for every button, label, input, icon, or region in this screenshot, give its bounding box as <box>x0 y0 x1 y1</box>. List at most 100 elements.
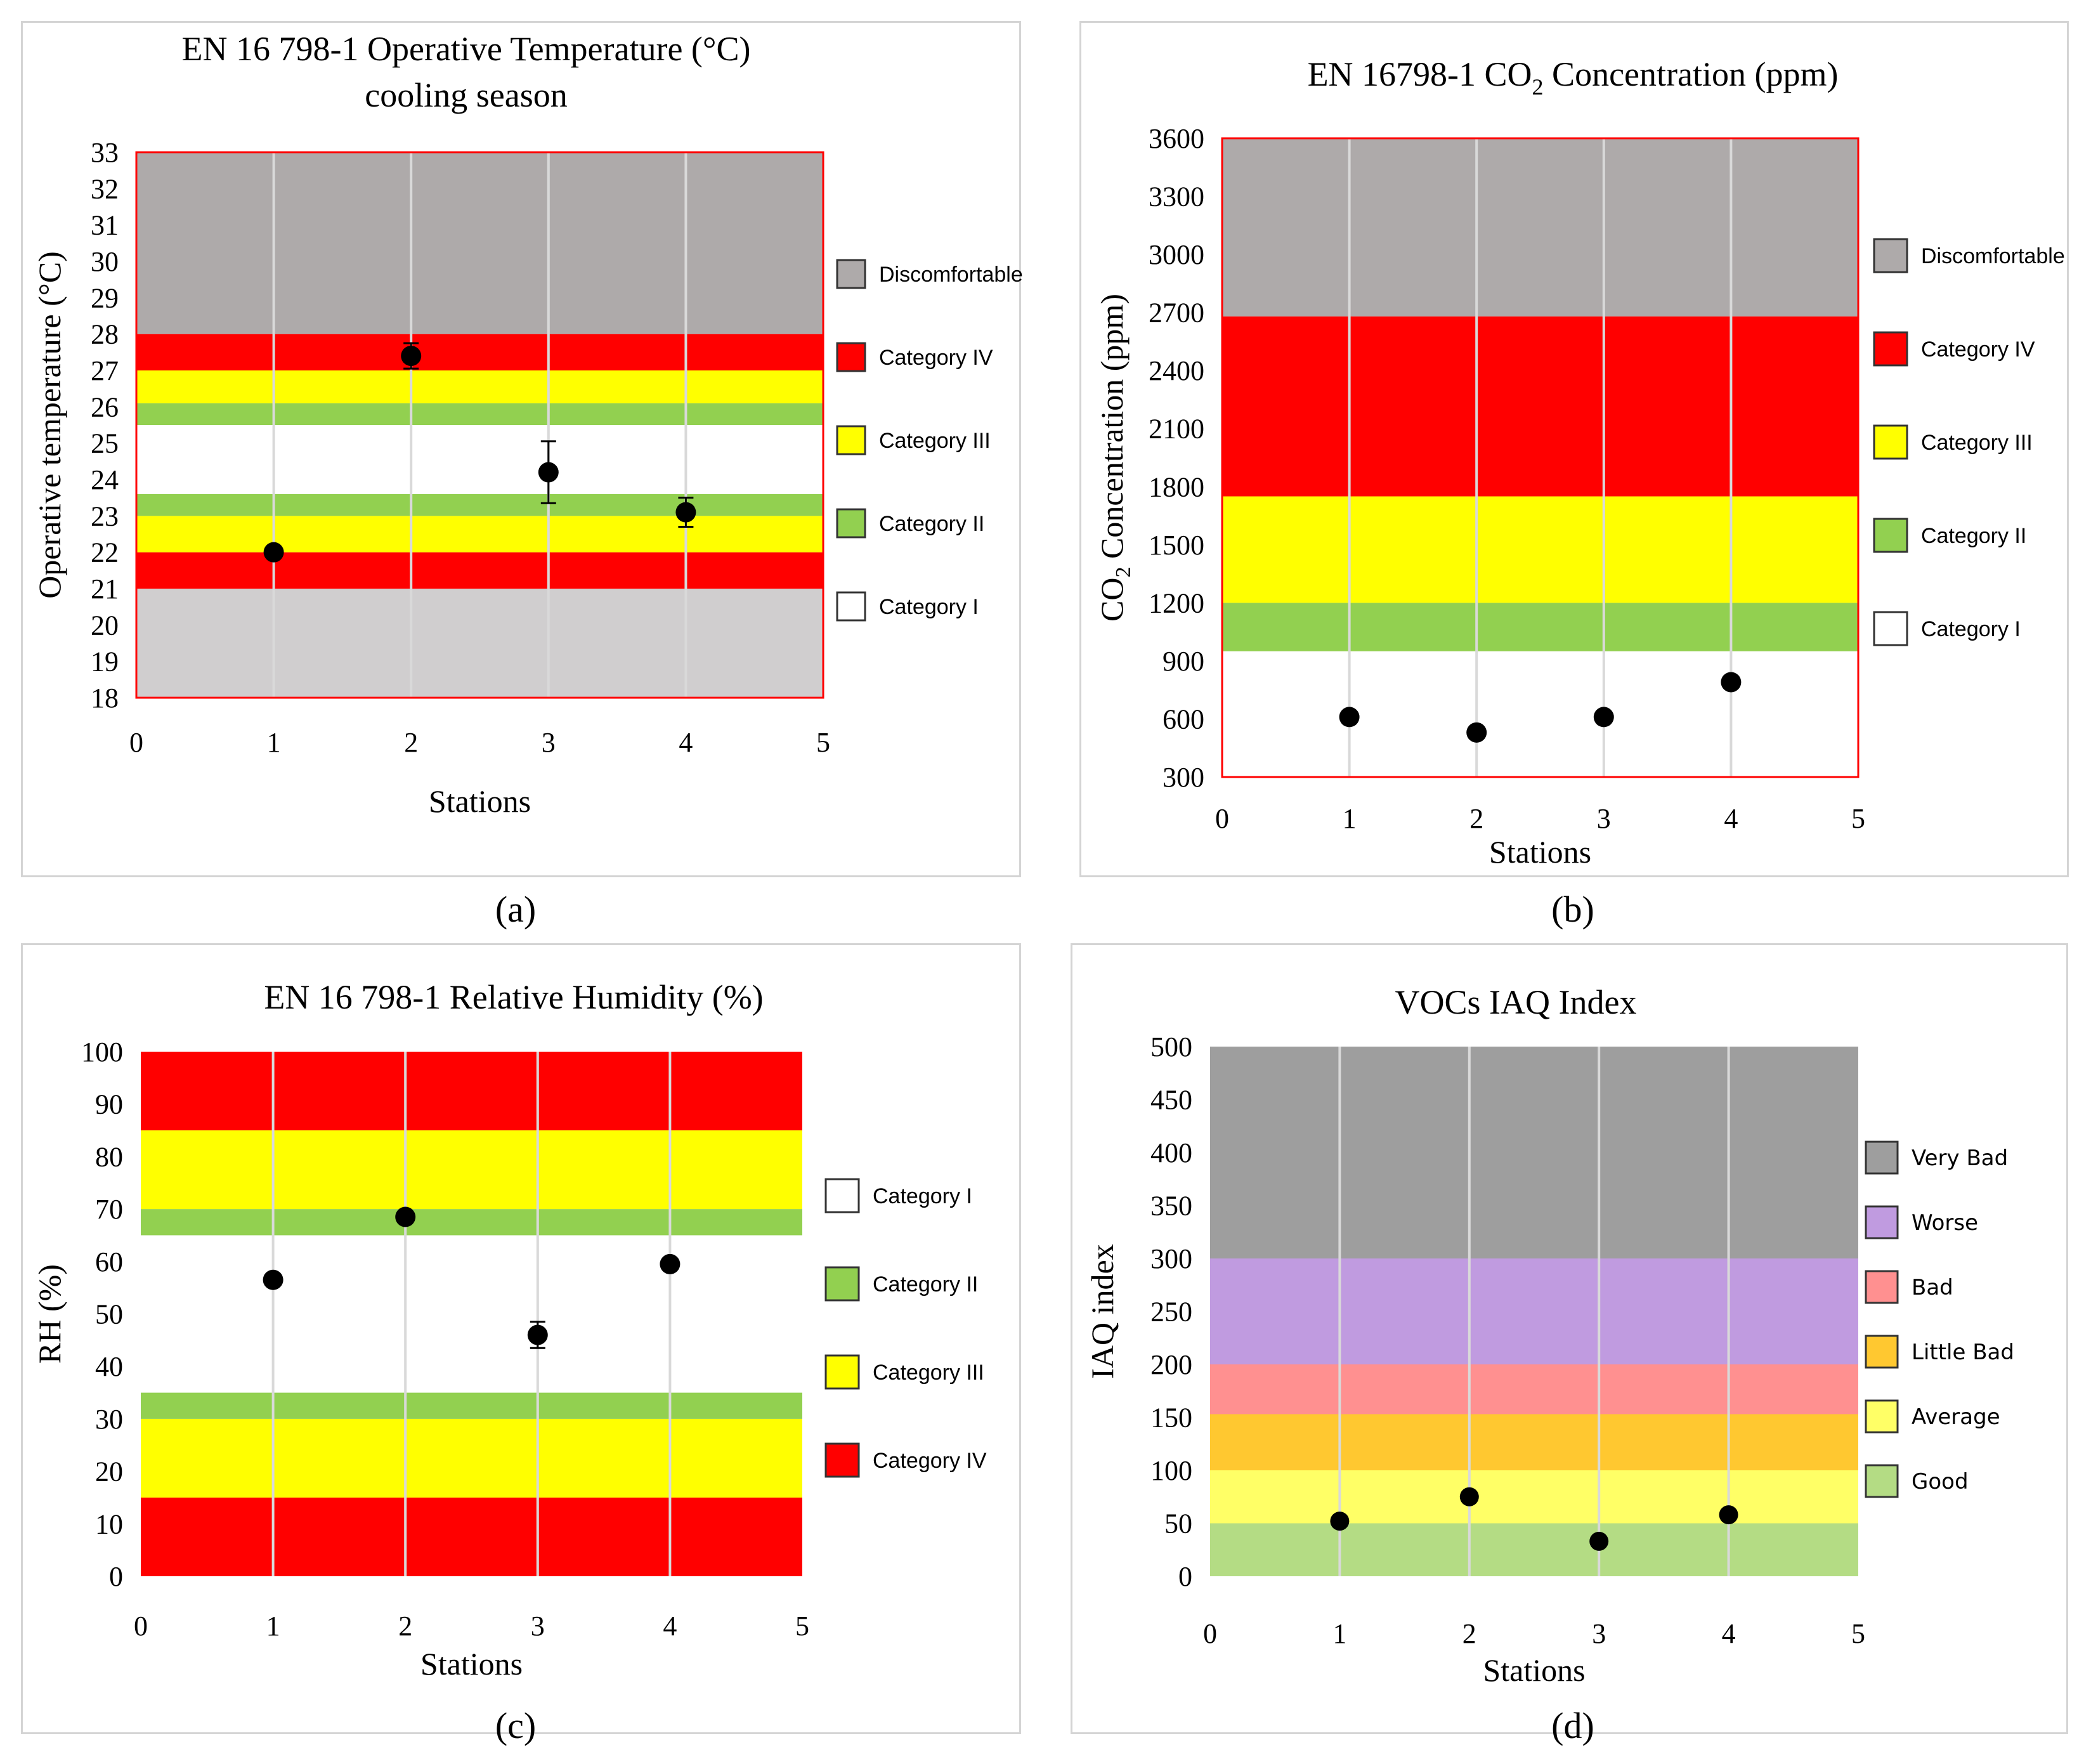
y-tick-label: 20 <box>95 1456 123 1487</box>
legend-label: Good <box>1912 1469 1969 1494</box>
y-tick-label: 32 <box>91 173 119 204</box>
y-tick-label: 100 <box>1150 1455 1192 1486</box>
chart-subtitle: cooling season <box>365 76 567 114</box>
x-tick-label: 2 <box>404 727 418 758</box>
x-tick-label: 3 <box>531 1610 545 1642</box>
y-tick-label: 1200 <box>1149 587 1204 618</box>
y-tick-label: 80 <box>95 1141 123 1172</box>
y-tick-label: 200 <box>1150 1349 1192 1380</box>
band-8 <box>136 152 823 334</box>
y-tick-label: 10 <box>95 1508 123 1539</box>
band-0 <box>141 1497 802 1576</box>
data-point-station-3 <box>1589 1531 1609 1551</box>
y-tick-label: 21 <box>91 573 119 604</box>
band-3 <box>141 1235 802 1393</box>
x-tick-label: 4 <box>663 1610 677 1642</box>
data-point-station-3 <box>538 462 559 483</box>
x-tick-label: 4 <box>1724 803 1738 834</box>
y-tick-label: 18 <box>91 683 119 714</box>
legend-swatch <box>1865 1399 1899 1434</box>
legend-swatch <box>824 1178 860 1213</box>
legend-label: Category II <box>879 512 984 536</box>
band-0 <box>1210 1523 1858 1576</box>
y-tick-label: 50 <box>1164 1508 1192 1539</box>
band-1 <box>141 1418 802 1498</box>
chart-d: VOCs IAQ Index05010015020025030035040045… <box>1085 983 2014 1688</box>
x-axis-label: Stations <box>1483 1652 1585 1688</box>
y-tick-label: 19 <box>91 646 119 677</box>
y-tick-label: 20 <box>91 610 119 641</box>
y-tick-label: 250 <box>1150 1297 1192 1328</box>
data-point-station-2 <box>401 346 422 367</box>
legend-swatch <box>824 1266 860 1302</box>
data-point-station-4 <box>660 1253 681 1274</box>
data-point-station-4 <box>1719 1505 1738 1525</box>
band-1 <box>136 552 823 589</box>
x-tick-label: 2 <box>1469 803 1483 834</box>
x-tick-label: 2 <box>398 1610 412 1642</box>
chart-title: EN 16 798-1 Relative Humidity (%) <box>264 978 763 1016</box>
x-tick-label: 1 <box>1343 803 1357 834</box>
y-tick-label: 60 <box>95 1246 123 1277</box>
y-tick-label: 24 <box>91 464 119 495</box>
caption-c: (c) <box>495 1705 537 1746</box>
y-tick-label: 2700 <box>1149 297 1204 329</box>
legend-swatch <box>1865 1140 1899 1175</box>
band-5 <box>136 403 823 425</box>
legend-swatch <box>836 591 866 622</box>
y-tick-label: 40 <box>95 1351 123 1382</box>
legend-swatch <box>1865 1464 1899 1498</box>
legend-label: Discomfortable <box>1921 244 2065 268</box>
legend-label: Bad <box>1912 1275 1953 1300</box>
band-4 <box>1210 1258 1858 1364</box>
x-tick-label: 5 <box>795 1610 809 1642</box>
y-tick-label: 22 <box>91 537 119 568</box>
y-tick-label: 500 <box>1150 1031 1192 1062</box>
band-7 <box>136 334 823 370</box>
y-tick-label: 2100 <box>1149 414 1204 445</box>
chart-title: EN 16 798-1 Operative Temperature (°C) <box>181 30 750 68</box>
legend-label: Category I <box>1921 617 2021 641</box>
x-axis-label: Stations <box>420 1646 523 1682</box>
legend-label: Very Bad <box>1912 1146 2008 1171</box>
y-axis-label: CO2 Concentration (ppm) <box>1094 294 1135 622</box>
legend-swatch <box>836 342 866 372</box>
data-point-station-3 <box>1593 707 1614 728</box>
x-tick-label: 5 <box>816 727 830 758</box>
data-point-station-1 <box>263 542 284 563</box>
y-tick-label: 33 <box>91 137 119 168</box>
chart-b: EN 16798-1 CO2 Concentration (ppm) 300 600… <box>1094 55 2065 870</box>
caption-d: (d) <box>1551 1705 1594 1746</box>
y-tick-label: 26 <box>91 391 119 422</box>
x-tick-label: 0 <box>1215 803 1229 834</box>
legend-swatch <box>1865 1205 1899 1239</box>
band-3 <box>136 493 823 516</box>
y-tick-label: 600 <box>1163 703 1204 735</box>
band-1 <box>1210 1470 1858 1524</box>
y-tick-label: 900 <box>1163 646 1204 677</box>
y-tick-label: 300 <box>1163 762 1204 793</box>
legend-swatch <box>1873 611 1908 646</box>
legend-label: Category III <box>873 1361 984 1385</box>
x-tick-label: 4 <box>1722 1618 1736 1649</box>
x-axis-label: Stations <box>429 783 531 819</box>
x-tick-label: 0 <box>129 727 143 758</box>
legend-swatch <box>1865 1270 1899 1304</box>
data-point-station-4 <box>675 502 696 523</box>
legend-swatch <box>836 508 866 539</box>
legend-label: Category III <box>879 429 991 453</box>
data-point-station-4 <box>1721 672 1742 693</box>
x-tick-label: 3 <box>1597 803 1611 834</box>
x-axis-label: Stations <box>1489 834 1591 870</box>
data-point-station-2 <box>1459 1487 1479 1506</box>
band-4 <box>141 1209 802 1236</box>
band-0 <box>136 589 823 698</box>
band-5 <box>141 1130 802 1210</box>
legend-label: Category I <box>879 595 979 619</box>
x-tick-label: 2 <box>1462 1618 1476 1649</box>
y-tick-label: 23 <box>91 500 119 532</box>
y-tick-label: 1800 <box>1149 471 1204 502</box>
data-point-station-1 <box>1330 1512 1350 1531</box>
data-point-station-1 <box>1339 707 1360 728</box>
